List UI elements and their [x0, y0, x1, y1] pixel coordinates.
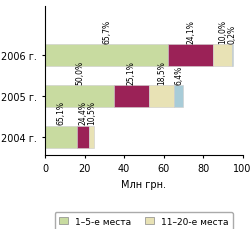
Text: 10,5%: 10,5%: [87, 101, 96, 125]
Bar: [77, 126, 89, 149]
Bar: [45, 85, 114, 108]
Bar: [174, 85, 183, 108]
Text: 18,5%: 18,5%: [157, 60, 166, 84]
Text: 65,1%: 65,1%: [56, 101, 66, 125]
Bar: [168, 45, 214, 67]
Text: 25,1%: 25,1%: [127, 60, 136, 84]
Text: 50,0%: 50,0%: [75, 60, 84, 84]
Bar: [45, 126, 77, 149]
Text: 0,2%: 0,2%: [228, 24, 237, 43]
X-axis label: Млн грн.: Млн грн.: [121, 179, 166, 189]
Bar: [214, 45, 232, 67]
Bar: [114, 85, 149, 108]
Bar: [89, 126, 94, 149]
Legend: 1–5-е места, 6–10-е места, 11–20-е места, Прочие: 1–5-е места, 6–10-е места, 11–20-е места…: [55, 212, 233, 229]
Text: 6,4%: 6,4%: [174, 65, 183, 84]
Text: 65,7%: 65,7%: [102, 19, 111, 43]
Text: 10,0%: 10,0%: [218, 19, 227, 43]
Bar: [45, 45, 168, 67]
Text: 24,1%: 24,1%: [186, 20, 196, 43]
Bar: [149, 85, 174, 108]
Text: 24,4%: 24,4%: [79, 101, 88, 125]
